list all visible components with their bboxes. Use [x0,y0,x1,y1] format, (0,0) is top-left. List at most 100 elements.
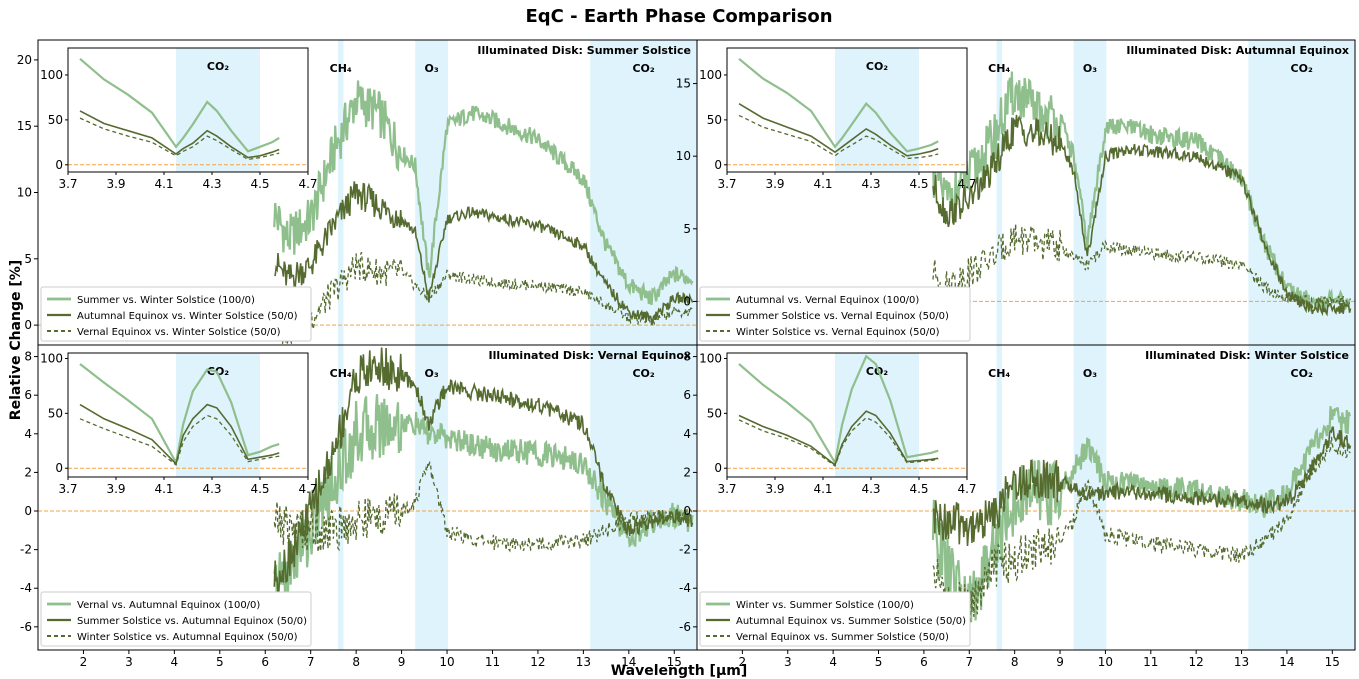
band-label-co2: CO₂ [1291,62,1313,75]
x-tick-label: 3 [125,655,133,669]
x-tick-label: 13 [1234,655,1249,669]
inset-y-tick-label: 50 [48,113,63,127]
inset-x-tick-label: 4.5 [250,177,269,191]
panel-title: Illuminated Disk: Summer Solstice [477,44,691,57]
x-tick-label: 12 [530,655,545,669]
y-tick-label: -2 [679,543,691,557]
inset-x-tick-label: 3.7 [58,177,77,191]
band-label-co2: CO₂ [632,62,654,75]
inset-x-tick-label: 3.9 [106,482,125,496]
y-tick-label: 0 [683,504,691,518]
inset-y-tick-label: 0 [55,461,63,475]
inset-x-tick-label: 4.1 [813,177,832,191]
x-tick-label: 14 [1279,655,1294,669]
legend-entry-2: Summer Solstice vs. Vernal Equinox (50/0… [736,311,949,322]
x-tick-label: 11 [485,655,500,669]
series-line-1 [273,80,694,306]
x-tick-label: 2 [80,655,88,669]
legend-entry-1: Autumnal vs. Vernal Equinox (100/0) [736,295,919,306]
band-label-ch4: CH₄ [330,62,352,75]
panel-1: CH₄ O₃ CO₂ Illuminated Disk: Summer Solstic… [17,39,698,346]
x-tick-label: 4 [171,655,179,669]
y-tick-label: 6 [24,388,32,402]
inset-series-3 [738,416,939,468]
panels: CH₄ O₃ CO₂ Illuminated Disk: Summer Solstic… [17,39,1356,669]
y-axis-label: Relative Change [%] [8,260,24,420]
legend-box [699,286,971,342]
y-tick-label: 2 [24,465,32,479]
series-line-1 [931,406,1351,631]
inset-series-2 [738,410,939,467]
x-axis-label: Wavelength [μm] [611,663,748,679]
series-group [273,347,694,612]
inset-x-tick-label: 4.1 [154,482,173,496]
inset-series-2 [738,103,939,157]
inset-band-label-co2: CO₂ [207,365,229,378]
inset: CO₂ 0 50 100 3.7 3.9 4.1 4.3 4.5 4.7 [40,351,317,496]
inset-x-tick-label: 3.7 [717,177,736,191]
band-label-o3: O₃ [1083,62,1097,75]
inset-x-tick-label: 4.5 [909,177,928,191]
y-tick-label: 10 [676,149,691,163]
panel-2: CH₄ O₃ CO₂ Illuminated Disk: Autumnal Equin… [676,39,1356,346]
inset: CO₂ 0 50 100 3.7 3.9 4.1 4.3 4.5 4.7 [699,47,977,191]
inset-x-tick-label: 3.7 [717,482,736,496]
x-tick-label: 6 [261,655,269,669]
panel-title: Illuminated Disk: Winter Solstice [1145,349,1349,362]
legend-entry-3: Winter Solstice vs. Vernal Equinox (50/0… [736,327,940,338]
inset-frame [67,352,309,478]
band-label-o3: O₃ [1083,367,1097,380]
y-tick-label: 2 [683,465,691,479]
band-label-co2: CO₂ [1291,367,1313,380]
y-tick-label: 8 [24,350,32,364]
inset-band-label-co2: CO₂ [866,365,888,378]
inset-y-tick-label: 0 [714,158,722,172]
x-tick-label: 9 [1056,655,1064,669]
y-tick-label: -2 [20,543,32,557]
panel-3: CH₄ O₃ CO₂ Illuminated Disk: Vernal Equinox… [20,344,698,669]
inset-x-tick-label: 4.7 [298,177,317,191]
y-tick-label: 0 [24,318,32,332]
x-tick-label: 14 [621,655,636,669]
inset-x-tick-label: 4.1 [154,177,173,191]
inset-series-3 [738,114,939,160]
legend-entry-3: Winter Solstice vs. Autumnal Equinox (50… [77,632,298,643]
series-group [931,406,1352,631]
inset-x-tick-label: 4.7 [957,177,976,191]
panel-title: Illuminated Disk: Autumnal Equinox [1126,44,1349,57]
legend: Vernal vs. Autumnal Equinox (100/0) Summe… [40,591,312,647]
x-tick-label: 3 [784,655,792,669]
x-tick-label: 7 [965,655,973,669]
y-tick-label: -6 [20,620,32,634]
inset-y-tick-label: 50 [707,406,722,420]
band-label-ch4: CH₄ [988,367,1010,380]
y-tick-label: 8 [683,350,691,364]
inset-y-tick-label: 50 [707,113,722,127]
band-label-co2: CO₂ [632,367,654,380]
inset-y-tick-label: 100 [699,351,722,365]
x-tick-label: 6 [920,655,928,669]
series-group [273,80,694,345]
inset-x-tick-label: 4.3 [861,482,880,496]
inset-y-tick-label: 50 [48,406,63,420]
series-line-3 [273,460,693,553]
legend-entry-2: Autumnal Equinox vs. Summer Solstice (50… [736,616,966,627]
x-tick-label: 8 [1011,655,1019,669]
inset-frame [726,352,968,478]
x-tick-label: 15 [1325,655,1340,669]
inset-x-tick-label: 3.9 [765,482,784,496]
inset-band-label-co2: CO₂ [207,60,229,73]
x-tick-label: 15 [667,655,682,669]
inset: CO₂ 0 50 100 3.7 3.9 4.1 4.3 4.5 4.7 [699,351,976,496]
band-ch4 [337,40,344,345]
series-line-2 [932,114,1352,317]
inset-band-co2 [176,48,260,172]
series-line-2 [274,181,694,326]
band-o3 [415,40,448,345]
legend-entry-3: Vernal Equinox vs. Summer Solstice (50/0… [736,632,949,643]
inset-series-2 [79,110,280,159]
band-label-o3: O₃ [424,62,438,75]
inset-x-tick-label: 3.7 [58,482,77,496]
legend: Summer vs. Winter Solstice (100/0) Autumn… [40,286,312,342]
inset-x-tick-label: 3.9 [765,177,784,191]
